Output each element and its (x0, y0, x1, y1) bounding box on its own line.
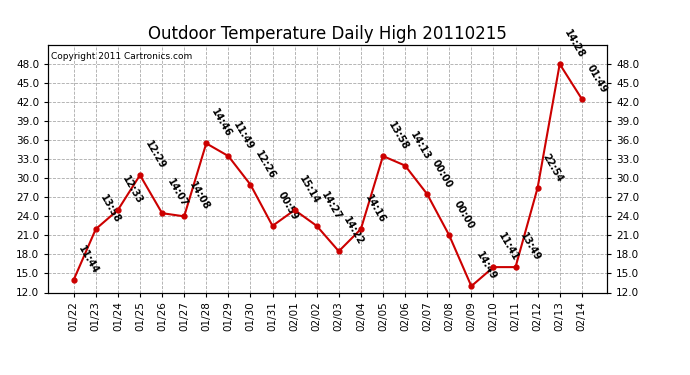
Text: 14:07: 14:07 (165, 177, 189, 209)
Text: 00:59: 00:59 (275, 190, 299, 222)
Text: 14:13: 14:13 (408, 130, 432, 161)
Text: 12:33: 12:33 (121, 174, 145, 206)
Text: 13:58: 13:58 (99, 193, 123, 225)
Text: 11:49: 11:49 (231, 120, 255, 152)
Text: 14:08: 14:08 (187, 180, 211, 212)
Text: 22:54: 22:54 (540, 152, 564, 184)
Text: 01:49: 01:49 (584, 63, 609, 95)
Text: 14:16: 14:16 (364, 193, 388, 225)
Text: 14:28: 14:28 (562, 28, 586, 60)
Text: 14:27: 14:27 (319, 190, 344, 222)
Text: 00:00: 00:00 (430, 158, 454, 190)
Text: 13:49: 13:49 (518, 231, 542, 263)
Text: 14:22: 14:22 (342, 215, 366, 247)
Title: Outdoor Temperature Daily High 20110215: Outdoor Temperature Daily High 20110215 (148, 26, 507, 44)
Text: 00:00: 00:00 (452, 200, 476, 231)
Text: 12:26: 12:26 (253, 148, 277, 180)
Text: 13:58: 13:58 (386, 120, 410, 152)
Text: 14:46: 14:46 (209, 107, 233, 139)
Text: 15:14: 15:14 (297, 174, 322, 206)
Text: Copyright 2011 Cartronics.com: Copyright 2011 Cartronics.com (51, 53, 193, 62)
Text: 11:41: 11:41 (496, 231, 520, 263)
Text: 14:49: 14:49 (474, 250, 498, 282)
Text: 11:44: 11:44 (77, 244, 101, 276)
Text: 12:29: 12:29 (143, 139, 167, 171)
